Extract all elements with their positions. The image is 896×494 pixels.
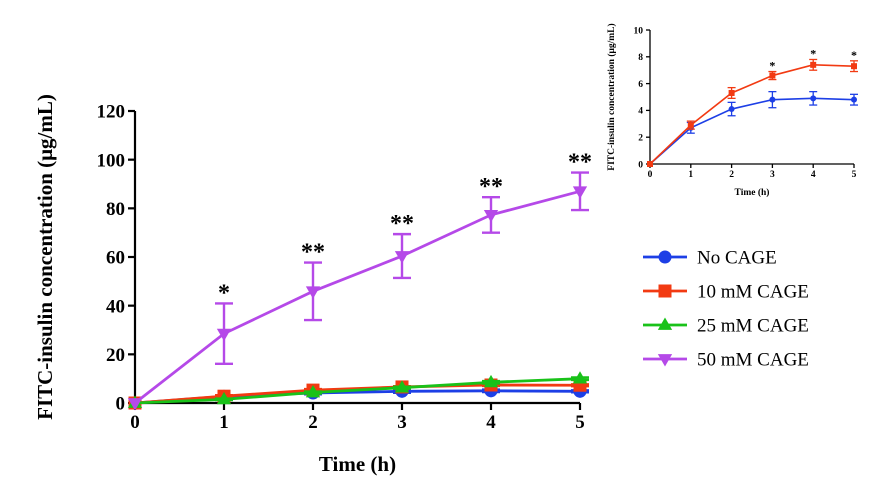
- legend-label: No CAGE: [697, 248, 777, 269]
- y-axis-label: FITC-insulin concentration (μg/mL): [606, 23, 617, 170]
- data-point: [216, 328, 232, 342]
- significance-marker: *: [218, 280, 230, 306]
- significance-marker: **: [568, 150, 592, 176]
- data-point: [572, 371, 588, 384]
- significance-marker: **: [390, 211, 414, 237]
- y-tick-label: 20: [106, 345, 125, 366]
- legend-label: 25 mM CAGE: [697, 316, 809, 337]
- significance-marker: *: [851, 48, 857, 62]
- series-line: [134, 377, 581, 405]
- series-no-cage: [647, 90, 858, 167]
- legend-entry-no-cage: No CAGE: [643, 248, 777, 269]
- data-point: [572, 186, 588, 199]
- y-tick-label: 4: [638, 107, 643, 117]
- x-tick-label: 4: [486, 412, 496, 433]
- x-axis-label: Time (h): [735, 187, 770, 198]
- y-tick-label: 80: [106, 199, 125, 220]
- significance-marker: **: [301, 240, 325, 266]
- data-point: [851, 63, 857, 70]
- legend-entry-50-mm-cage: 50 mM CAGE: [643, 350, 809, 371]
- x-tick-label: 1: [219, 412, 229, 433]
- x-tick-label: 2: [729, 170, 734, 180]
- legend-entry-10-mm-cage: 10 mM CAGE: [643, 282, 809, 303]
- x-tick-label: 3: [770, 170, 775, 180]
- y-tick-label: 0: [638, 160, 643, 170]
- y-tick-label: 10: [634, 26, 644, 36]
- significance-marker: **: [479, 174, 503, 200]
- data-point: [483, 210, 499, 223]
- data-point: [687, 122, 694, 129]
- main-chart: 0 1 2 3 4 5 0 20 40 60 80 100 120 Time (h) FITC-insuli…: [33, 94, 592, 476]
- data-point: [305, 385, 321, 398]
- data-point: [394, 380, 410, 393]
- data-point: [394, 251, 410, 264]
- y-tick-label: 6: [638, 80, 643, 90]
- data-point: [305, 286, 321, 299]
- significance-marker: *: [810, 46, 816, 60]
- series-line: [134, 383, 581, 405]
- legend-marker: [658, 250, 672, 264]
- data-point: [810, 61, 817, 68]
- x-tick-label: 4: [811, 170, 816, 180]
- series-line: [134, 189, 581, 405]
- x-tick-label: 5: [852, 170, 857, 180]
- y-tick-label: 100: [97, 150, 126, 171]
- legend-marker: [657, 354, 673, 367]
- data-point: [769, 72, 776, 79]
- data-point: [810, 95, 817, 102]
- legend-marker: [658, 284, 672, 298]
- y-tick-label: 0: [116, 394, 126, 415]
- series-50-mm-cage: [127, 171, 589, 411]
- y-axis-label: FITC-insulin concentration (μg/mL): [33, 94, 57, 420]
- x-axis-label: Time (h): [319, 452, 396, 476]
- data-point: [483, 374, 499, 388]
- legend-marker: [657, 317, 673, 330]
- legend: No CAGE 10 mM CAGE 25 mM CAGE 50 mM CAGE: [643, 248, 809, 371]
- data-point: [728, 106, 735, 113]
- y-tick-label: 2: [638, 134, 643, 144]
- data-point: [851, 96, 857, 103]
- y-tick-label: 120: [97, 102, 126, 123]
- x-tick-label: 0: [130, 412, 140, 433]
- inset-chart: 0 1 2 3 4 5 0 2 4 6 8 10 Time (h) FITC-insulin concen…: [606, 23, 858, 198]
- x-tick-label: 2: [308, 412, 318, 433]
- x-tick-label: 3: [397, 412, 407, 433]
- series-line: [649, 64, 855, 165]
- x-tick-label: 5: [575, 412, 585, 433]
- legend-entry-25-mm-cage: 25 mM CAGE: [643, 316, 809, 337]
- data-point: [769, 96, 776, 103]
- series-10-mm-cage: [647, 58, 858, 167]
- data-point: [127, 398, 143, 411]
- legend-label: 50 mM CAGE: [697, 350, 809, 371]
- significance-marker: *: [769, 59, 775, 73]
- series-10-mm-cage: [128, 378, 589, 410]
- legend-label: 10 mM CAGE: [697, 282, 809, 303]
- data-point: [216, 391, 232, 405]
- y-tick-label: 40: [106, 296, 125, 317]
- data-point: [728, 89, 735, 96]
- data-point: [647, 161, 653, 167]
- y-tick-label: 8: [638, 53, 643, 63]
- series-line: [649, 97, 855, 165]
- x-tick-label: 1: [688, 170, 693, 180]
- series-25-mm-cage: [127, 371, 589, 408]
- y-tick-label: 60: [106, 248, 125, 269]
- x-tick-label: 0: [648, 170, 653, 180]
